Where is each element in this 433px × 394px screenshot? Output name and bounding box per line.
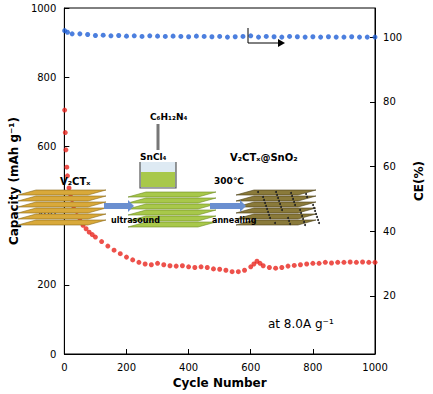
svg-text:200: 200 <box>37 279 56 290</box>
svg-text:1000: 1000 <box>31 3 56 14</box>
svg-text:0: 0 <box>61 362 67 373</box>
svg-text:800: 800 <box>303 362 322 373</box>
svg-text:60: 60 <box>383 161 396 172</box>
svg-text:V₂CTₓ: V₂CTₓ <box>60 176 91 187</box>
svg-text:1000: 1000 <box>362 362 387 373</box>
svg-text:Cycle Number: Cycle Number <box>173 376 267 390</box>
svg-text:600: 600 <box>241 362 260 373</box>
svg-text:CE(%): CE(%) <box>412 161 426 201</box>
svg-text:400: 400 <box>179 362 198 373</box>
svg-text:40: 40 <box>383 226 396 237</box>
svg-text:100: 100 <box>383 32 402 43</box>
svg-text:300℃: 300℃ <box>214 176 244 186</box>
svg-text:V₂CTₓ@SnO₂: V₂CTₓ@SnO₂ <box>230 152 298 163</box>
svg-text:800: 800 <box>37 72 56 83</box>
svg-text:20: 20 <box>383 290 396 301</box>
svg-text:annealing: annealing <box>212 216 257 225</box>
svg-text:80: 80 <box>383 96 396 107</box>
svg-text:600: 600 <box>37 141 56 152</box>
svg-text:ultrasound: ultrasound <box>111 216 160 225</box>
svg-text:SnCl₄: SnCl₄ <box>140 152 167 162</box>
svg-text:0: 0 <box>50 349 56 360</box>
svg-text:200: 200 <box>117 362 136 373</box>
svg-text:C₆H₁₂N₄: C₆H₁₂N₄ <box>150 112 187 122</box>
svg-text:Capacity (mAh g⁻¹): Capacity (mAh g⁻¹) <box>7 117 21 245</box>
svg-text:at 8.0A g⁻¹: at 8.0A g⁻¹ <box>268 317 334 331</box>
